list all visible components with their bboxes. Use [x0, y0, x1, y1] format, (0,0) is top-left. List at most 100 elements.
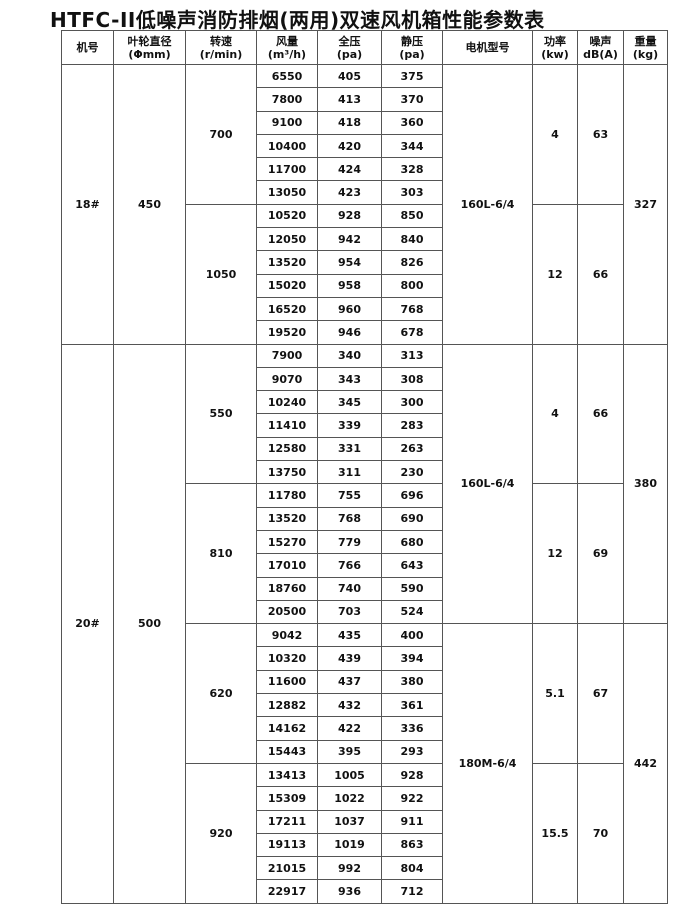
total-pressure-cell: 703: [317, 599, 382, 625]
motor-cell: 160L-6/4: [442, 64, 533, 345]
table-row: 10400 420 344: [62, 133, 668, 159]
total-pressure-cell: 395: [317, 739, 382, 764]
table-row: 22917 936 712: [62, 879, 668, 904]
model-cell: 18#: [61, 64, 114, 345]
column-header: 叶轮直径 (Φmm): [113, 30, 186, 65]
column-header: 电机型号: [442, 30, 533, 65]
airflow-cell: 17211: [256, 809, 318, 834]
table-row: 13050 423 303: [62, 180, 668, 205]
airflow-cell: 13750: [256, 460, 318, 485]
total-pressure-cell: 422: [317, 716, 382, 741]
column-header: 噪声 dB(A): [577, 30, 624, 65]
table-row: 15443 395 293: [62, 739, 668, 764]
total-pressure-cell: 768: [317, 506, 382, 531]
column-header: 机号: [61, 30, 114, 65]
total-pressure-cell: 424: [317, 157, 382, 182]
total-pressure-cell: 954: [317, 250, 382, 275]
static-pressure-cell: 928: [381, 762, 443, 788]
table-row: 1050 10520 928 850 12 66: [62, 203, 668, 345]
table-row: 16520 960 768: [62, 296, 668, 322]
header-label: 噪声: [589, 34, 612, 48]
airflow-cell: 15020: [256, 273, 318, 298]
table-row: 15020 958 800: [62, 273, 668, 298]
airflow-cell: 9070: [256, 366, 318, 392]
noise-cell: 66: [577, 343, 624, 485]
table-row: 20500 703 524: [62, 599, 668, 625]
total-pressure-cell: 1019: [317, 832, 382, 858]
airflow-cell: 7900: [256, 343, 318, 368]
header-unit: (Φmm): [128, 47, 171, 61]
noise-cell: 70: [577, 762, 624, 904]
static-pressure-cell: 263: [381, 436, 443, 462]
airflow-cell: 15270: [256, 529, 318, 555]
speed-cell: 1050: [185, 203, 257, 345]
airflow-cell: 15309: [256, 786, 318, 811]
total-pressure-cell: 942: [317, 227, 382, 252]
total-pressure-cell: 1037: [317, 809, 382, 834]
airflow-cell: 19113: [256, 832, 318, 858]
airflow-cell: 9100: [256, 110, 318, 135]
header-label: 全压: [338, 34, 361, 48]
table-row: 17211 1037 911: [62, 809, 668, 834]
table-row: 7800 413 370: [62, 87, 668, 112]
header-unit: (kw): [541, 47, 569, 61]
airflow-cell: 12580: [256, 436, 318, 462]
static-pressure-cell: 643: [381, 553, 443, 578]
table-row: 10320 439 394: [62, 646, 668, 671]
static-pressure-cell: 680: [381, 529, 443, 555]
airflow-cell: 7800: [256, 87, 318, 112]
static-pressure-cell: 300: [381, 390, 443, 415]
weight-cell: 327: [623, 64, 668, 345]
static-pressure-cell: 800: [381, 273, 443, 298]
static-pressure-cell: 678: [381, 320, 443, 345]
speed-cell: 810: [185, 483, 257, 625]
table-body: 18# 450 700 6550 405 375 160L-6/4 4 63 327 7800 413…: [61, 63, 668, 904]
airflow-cell: 14162: [256, 716, 318, 741]
table-row: 13520 954 826: [62, 250, 668, 275]
airflow-cell: 12882: [256, 693, 318, 718]
table-row: 18# 450 700 6550 405 375 160L-6/4 4 63 327: [61, 63, 668, 345]
static-pressure-cell: 826: [381, 250, 443, 275]
header-label: 风量: [276, 34, 298, 48]
airflow-cell: 17010: [256, 553, 318, 578]
header-unit: (kg): [632, 47, 659, 61]
static-pressure-cell: 361: [381, 693, 443, 718]
static-pressure-cell: 690: [381, 506, 443, 531]
airflow-cell: 10400: [256, 133, 318, 159]
static-pressure-cell: 328: [381, 157, 443, 182]
total-pressure-cell: 311: [317, 460, 382, 485]
static-pressure-cell: 590: [381, 576, 443, 601]
table-row: 11700 424 328: [62, 157, 668, 182]
airflow-cell: 12050: [256, 227, 318, 252]
static-pressure-cell: 360: [381, 110, 443, 135]
power-cell: 4: [532, 64, 578, 205]
airflow-cell: 19520: [256, 320, 318, 345]
table-row: 620 9042 435 400 180M-6/4 5.1 67 442: [62, 623, 668, 904]
column-header: 重量 (kg): [623, 30, 668, 65]
header-unit: (pa): [336, 47, 363, 61]
total-pressure-cell: 740: [317, 576, 382, 601]
total-pressure-cell: 432: [317, 693, 382, 718]
airflow-cell: 11600: [256, 669, 318, 695]
total-pressure-cell: 435: [317, 623, 382, 648]
static-pressure-cell: 283: [381, 413, 443, 438]
table-row: 21015 992 804: [62, 856, 668, 881]
total-pressure-cell: 331: [317, 436, 382, 462]
airflow-cell: 13413: [256, 762, 318, 788]
total-pressure-cell: 928: [317, 203, 382, 229]
total-pressure-cell: 345: [317, 390, 382, 415]
airflow-cell: 10520: [256, 203, 318, 229]
airflow-cell: 10240: [256, 390, 318, 415]
static-pressure-cell: 804: [381, 856, 443, 881]
weight-cell: 442: [623, 623, 668, 904]
table-row: 19113 1019 863: [62, 832, 668, 858]
total-pressure-cell: 418: [317, 110, 382, 135]
static-pressure-cell: 922: [381, 786, 443, 811]
total-pressure-cell: 960: [317, 296, 382, 322]
airflow-cell: 21015: [256, 856, 318, 881]
table-row: 15309 1022 922: [62, 786, 668, 811]
total-pressure-cell: 766: [317, 553, 382, 578]
table-row: 9100 418 360: [62, 110, 668, 135]
header-label: 转速: [210, 34, 232, 48]
total-pressure-cell: 437: [317, 669, 382, 695]
